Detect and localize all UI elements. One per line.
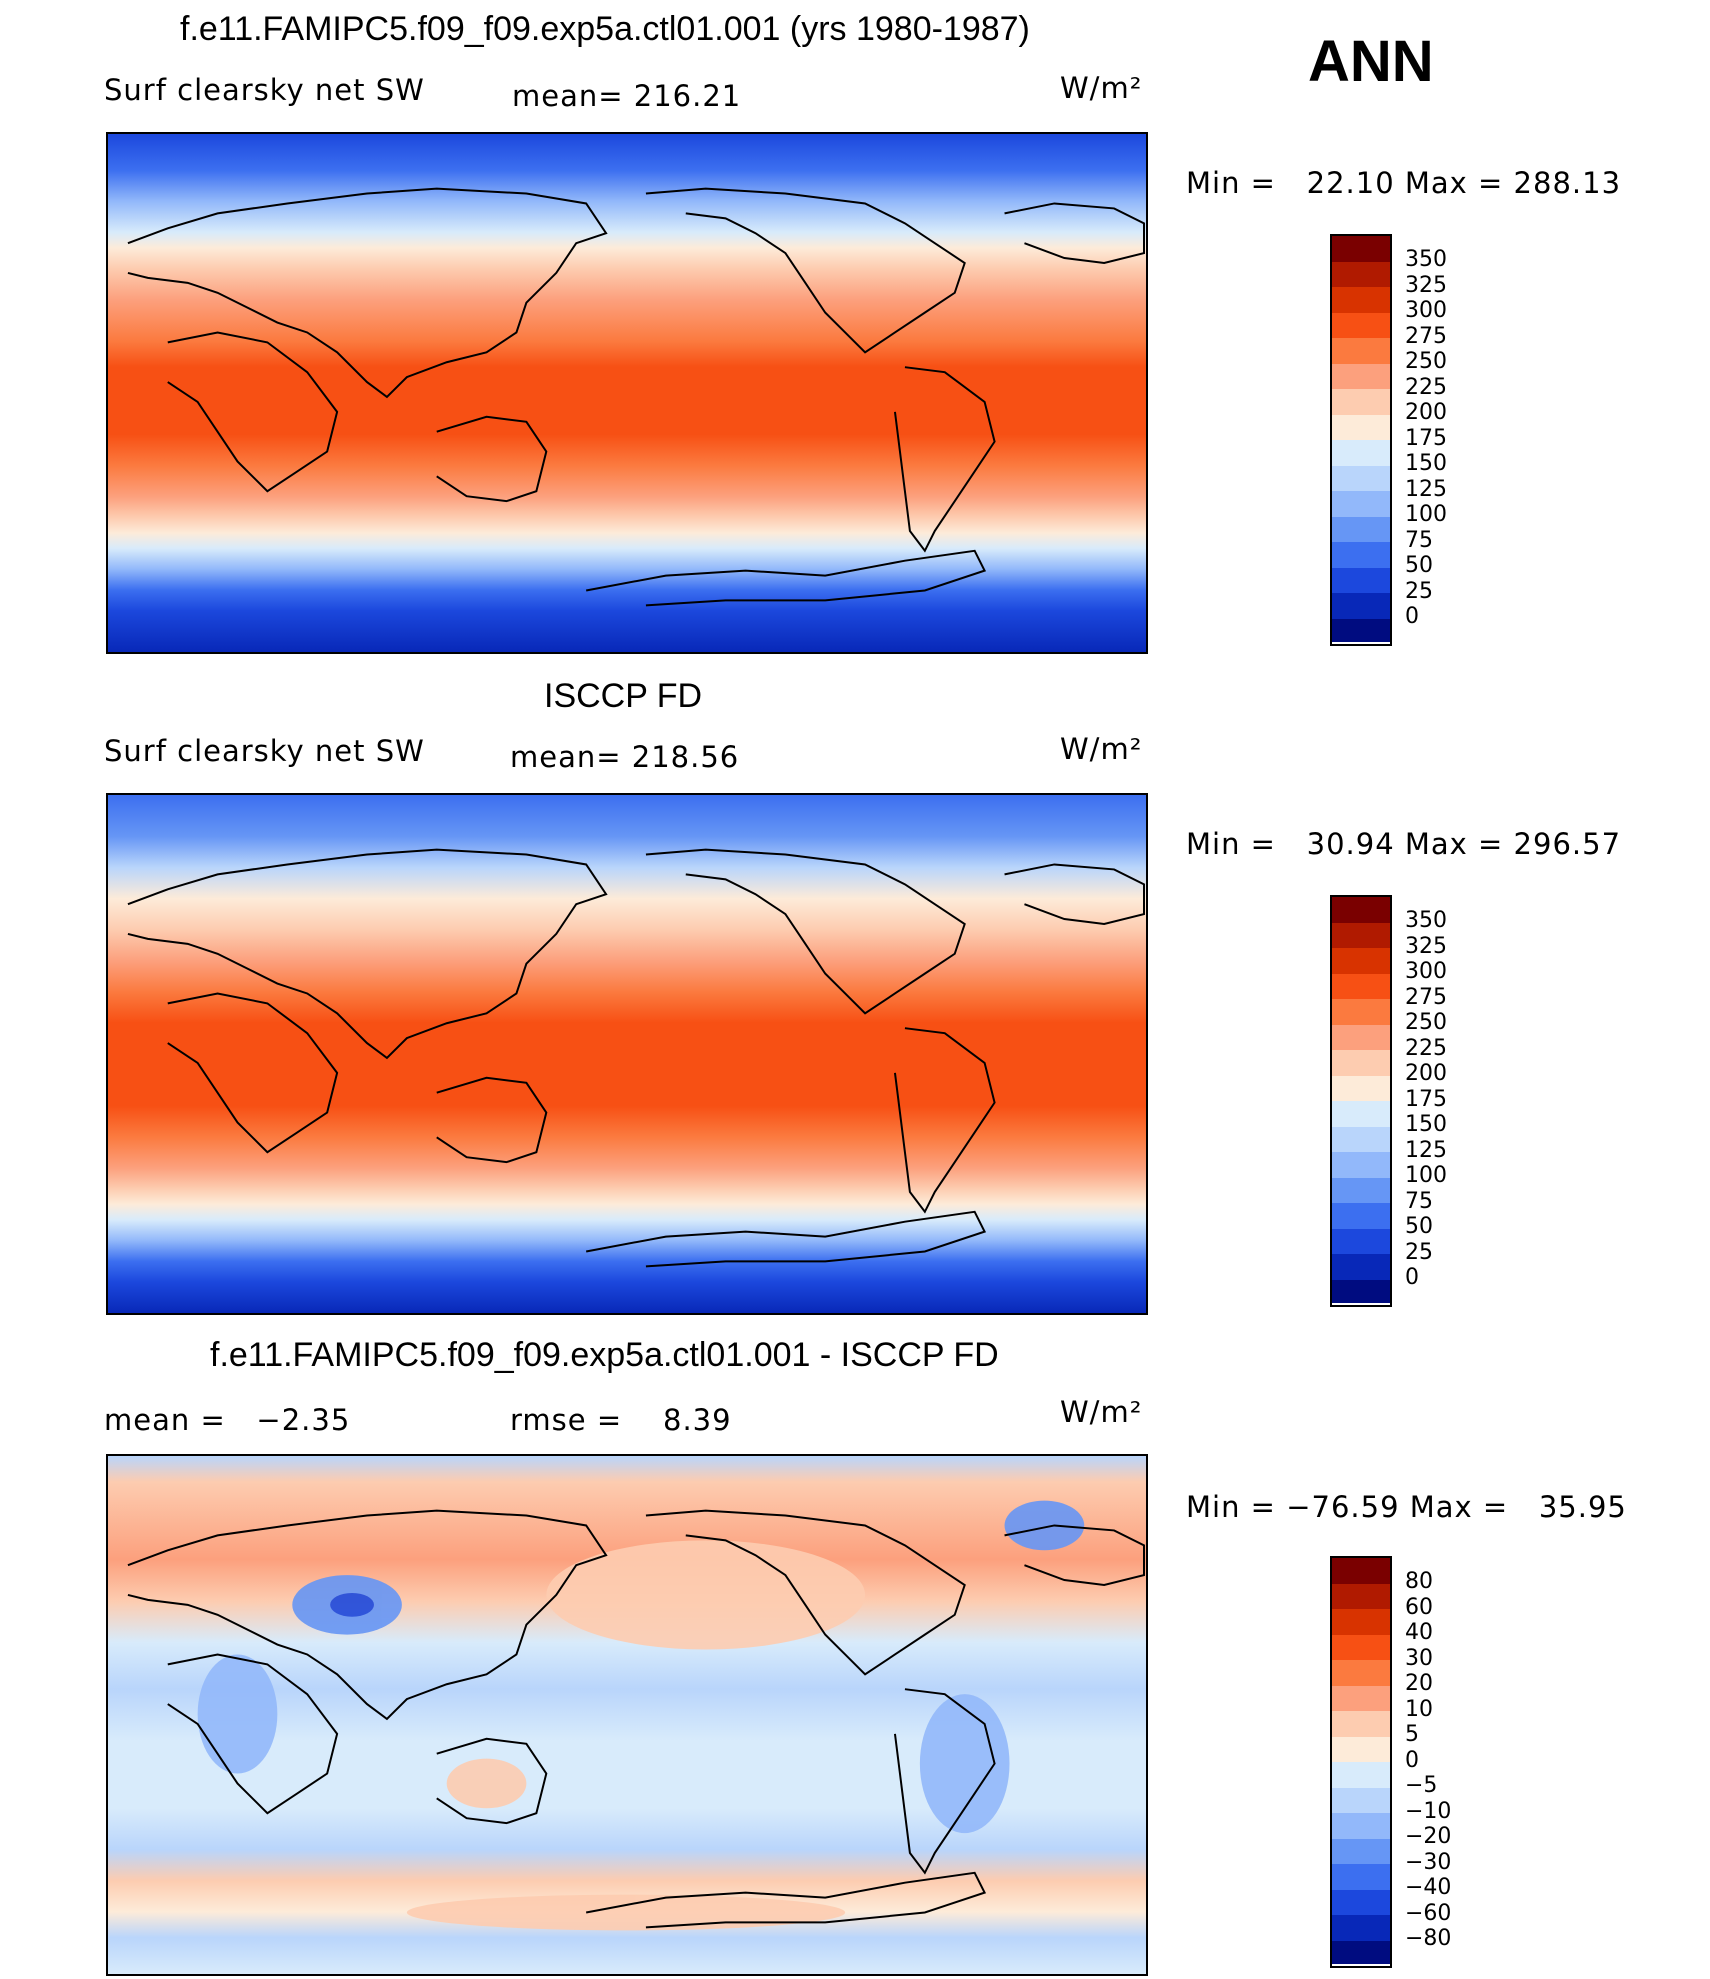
panel1-tick: 75 bbox=[1405, 527, 1433, 553]
panel1-units: W/m² bbox=[1060, 71, 1143, 105]
panel3-units: W/m² bbox=[1060, 1395, 1143, 1429]
panel2-min-max: Min = 30.94 Max = 296.57 bbox=[1186, 827, 1622, 861]
panel1-tick: 325 bbox=[1405, 272, 1447, 298]
panel2-tick: 0 bbox=[1405, 1265, 1419, 1290]
panel2-title: ISCCP FD bbox=[544, 677, 703, 715]
panel2-tick: 200 bbox=[1405, 1061, 1447, 1086]
panel1-tick: 25 bbox=[1405, 578, 1433, 604]
panel1-tick: 100 bbox=[1405, 502, 1447, 527]
panel1-tick: 200 bbox=[1405, 400, 1447, 425]
panel3-colorbar-ticks: 80 60 40 30 20 10 5 0 −5 −10 −20 −30 −40… bbox=[1405, 1569, 1451, 1952]
panel2-tick: 300 bbox=[1405, 959, 1447, 984]
panel3-mean-label: mean = −2.35 bbox=[104, 1403, 351, 1437]
panel2-units: W/m² bbox=[1060, 732, 1143, 766]
panel1-tick: 275 bbox=[1405, 323, 1447, 349]
panel3-min-max: Min = −76.59 Max = 35.95 bbox=[1186, 1490, 1627, 1524]
panel2-mean-label: mean= 218.56 bbox=[510, 740, 740, 774]
panel2-tick: 225 bbox=[1405, 1035, 1447, 1061]
panel1-mean-label: mean= 216.21 bbox=[512, 79, 742, 113]
panel2-tick: 150 bbox=[1405, 1112, 1447, 1137]
panel1-map bbox=[106, 132, 1148, 654]
panel2-tick: 350 bbox=[1405, 908, 1447, 933]
panel3-tick: 20 bbox=[1405, 1671, 1433, 1696]
panel3-tick: −80 bbox=[1405, 1926, 1452, 1951]
panel3-tick: 10 bbox=[1405, 1696, 1433, 1722]
panel2-map bbox=[106, 793, 1148, 1315]
panel2-tick: 125 bbox=[1405, 1137, 1447, 1163]
panel3-tick: 0 bbox=[1405, 1747, 1419, 1773]
panel2-tick: 325 bbox=[1405, 933, 1447, 959]
panel3-tick: −10 bbox=[1405, 1798, 1452, 1824]
panel3-tick: 40 bbox=[1405, 1620, 1433, 1645]
panel2-tick: 75 bbox=[1405, 1188, 1433, 1214]
panel1-colorbar-ticks: 350 325 300 275 250 225 200 175 150 125 … bbox=[1405, 247, 1447, 630]
panel1-colorbar bbox=[1330, 234, 1392, 646]
panel1-tick: 0 bbox=[1405, 604, 1419, 629]
panel1-tick: 250 bbox=[1405, 349, 1447, 374]
panel3-tick: −40 bbox=[1405, 1875, 1452, 1900]
panel2-variable-label: Surf clearsky net SW bbox=[104, 734, 425, 768]
panel1-tick: 150 bbox=[1405, 451, 1447, 476]
panel3-tick: −5 bbox=[1405, 1773, 1438, 1798]
panel1-min-max: Min = 22.10 Max = 288.13 bbox=[1186, 166, 1622, 200]
panel3-map bbox=[106, 1454, 1148, 1976]
panel2-tick: 250 bbox=[1405, 1010, 1447, 1035]
panel2-tick: 25 bbox=[1405, 1239, 1433, 1265]
panel2-tick: 275 bbox=[1405, 984, 1447, 1010]
panel3-colorbar bbox=[1330, 1556, 1392, 1968]
panel3-tick: 80 bbox=[1405, 1569, 1433, 1594]
panel1-tick: 175 bbox=[1405, 425, 1447, 451]
panel1-tick: 350 bbox=[1405, 247, 1447, 272]
panel3-tick: 5 bbox=[1405, 1722, 1419, 1747]
season-label: ANN bbox=[1308, 29, 1434, 94]
panel3-tick: −30 bbox=[1405, 1849, 1452, 1875]
panel3-rmse-label: rmse = 8.39 bbox=[510, 1403, 732, 1437]
panel1-variable-label: Surf clearsky net SW bbox=[104, 73, 425, 107]
panel1-title: f.e11.FAMIPC5.f09_f09.exp5a.ctl01.001 (y… bbox=[180, 10, 1030, 48]
panel2-colorbar-ticks: 350 325 300 275 250 225 200 175 150 125 … bbox=[1405, 908, 1447, 1291]
panel1-tick: 125 bbox=[1405, 476, 1447, 502]
panel1-tick: 300 bbox=[1405, 298, 1447, 323]
panel1-tick: 50 bbox=[1405, 553, 1433, 578]
panel2-tick: 100 bbox=[1405, 1163, 1447, 1188]
panel3-title: f.e11.FAMIPC5.f09_f09.exp5a.ctl01.001 - … bbox=[210, 1336, 999, 1374]
panel1-tick: 225 bbox=[1405, 374, 1447, 400]
panel3-tick: −20 bbox=[1405, 1824, 1452, 1849]
panel2-colorbar bbox=[1330, 895, 1392, 1307]
panel3-tick: 60 bbox=[1405, 1594, 1433, 1620]
panel3-tick: 30 bbox=[1405, 1645, 1433, 1671]
panel2-tick: 175 bbox=[1405, 1086, 1447, 1112]
panel3-tick: −60 bbox=[1405, 1900, 1452, 1926]
panel2-tick: 50 bbox=[1405, 1214, 1433, 1239]
